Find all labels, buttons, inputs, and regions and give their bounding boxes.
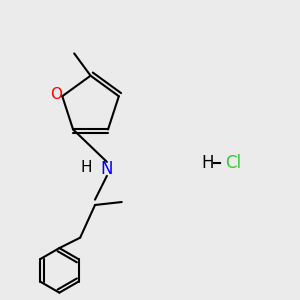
Text: H: H: [81, 160, 92, 175]
Text: O: O: [50, 87, 62, 102]
Text: N: N: [101, 160, 113, 178]
Text: Cl: Cl: [225, 154, 241, 172]
Text: H: H: [202, 154, 214, 172]
